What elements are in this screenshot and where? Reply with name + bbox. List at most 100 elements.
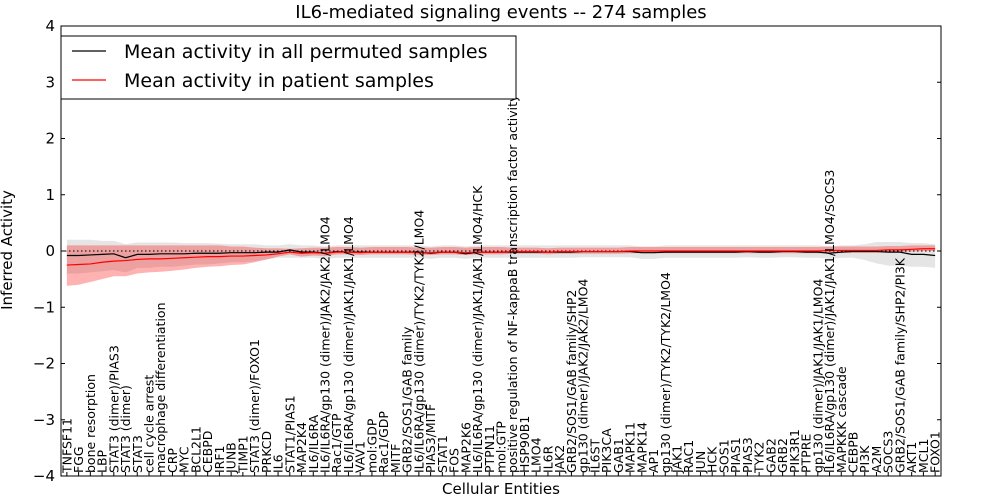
x-tick-label: MCL1	[916, 439, 931, 473]
x-tick-label: GRB2	[775, 438, 790, 473]
y-tick-label: 3	[45, 73, 55, 91]
y-tick-label: −4	[33, 467, 55, 485]
x-tick-label: IL6ST	[587, 438, 602, 473]
x-tick-label: MAP2K4	[294, 422, 309, 473]
x-tick-label: Rac1/GTP	[329, 413, 344, 473]
x-tick-label: IL6/IL6RA/gp130 (dimer)/TYK2/TYK2/LMO4	[411, 210, 426, 473]
x-tick-label: FOS	[447, 448, 462, 473]
x-tick-label: MYC	[177, 446, 192, 473]
band-patient	[66, 245, 936, 286]
x-tick-label: STAT3 (dimer)	[118, 385, 133, 473]
x-tick-label: HSP90B1	[517, 416, 532, 473]
x-tick-label: CRP	[165, 448, 180, 473]
legend: Mean activity in all permuted samples Me…	[60, 35, 517, 100]
x-tick-label: RAC1	[681, 440, 696, 473]
y-tick-label: −2	[33, 355, 55, 373]
x-tick-label: PIAS3	[740, 437, 755, 473]
x-tick-label: MAPK14	[634, 422, 649, 473]
x-tick-label: gp130 (dimer)/TYK2/TYK2/LMO4	[658, 272, 673, 473]
x-tick-label: JAK1	[670, 445, 685, 474]
x-tick-label: PTPRE	[799, 434, 814, 473]
x-tick-label: PIK3CA	[599, 428, 614, 473]
x-tick-label: PIAS3/MITF	[423, 404, 438, 473]
x-tick-label: STAT3 (dimer)/FOXO1	[247, 339, 262, 473]
x-tick-label: LMO4	[529, 437, 544, 473]
x-tick-label: IRF1	[212, 445, 227, 473]
y-tick-label: −3	[33, 411, 55, 429]
y-tick-label: 0	[45, 242, 55, 260]
plot-frame	[60, 25, 942, 477]
x-tick-label: IL6/IL6RA/gp130 (dimer)/JAK1/JAK1/LMO4	[341, 216, 356, 473]
x-tick-label: IL6R	[540, 445, 555, 473]
legend-box	[60, 35, 517, 100]
x-tick-label: TYK2	[752, 442, 767, 474]
x-tick-label: IL6/IL6RA/gp130 (dimer)/JAK1/JAK1/LMO4/S…	[822, 170, 837, 473]
legend-label-patient: Mean activity in patient samples	[124, 70, 434, 92]
x-tick-label: IL6/IL6RA/gp130 (dimer)/JAK2/JAK2/LMO4	[318, 216, 333, 473]
x-tick-label: GAB2	[763, 438, 778, 473]
y-axis-label: Inferred Activity	[0, 190, 16, 310]
y-tick-label: 4	[45, 17, 55, 35]
x-tick-label: MAP2K6	[458, 422, 473, 473]
x-tick-label: STAT1	[435, 435, 450, 473]
y-axis: −4 −3 −2 −1 0 1 2 3 4	[33, 17, 941, 485]
x-tick-label: IL6	[271, 454, 286, 473]
legend-label-permuted: Mean activity in all permuted samples	[124, 41, 487, 63]
x-tick-label: GRB2/SOS1/GAB family	[400, 326, 415, 473]
x-tick-label: STAT1/PIAS1	[282, 395, 297, 473]
chart-title: IL6-mediated signaling events -- 274 sam…	[295, 2, 706, 23]
x-tick-label: PRKCD	[259, 431, 274, 473]
series-lines	[61, 248, 941, 266]
x-tick-label: GRB2/SOS1/GAB family/SHP2/PI3K	[892, 257, 907, 473]
y-tick-label: 1	[45, 186, 55, 204]
x-tick-label: bone resorption	[83, 374, 98, 473]
series-line-patient	[66, 248, 936, 266]
x-tick-label: GRB2/SOS1/GAB family/SHP2	[564, 290, 579, 473]
x-tick-label: CEBPD	[200, 431, 215, 473]
x-tick-label: LBP	[95, 449, 110, 473]
y-tick-label: 2	[45, 130, 55, 148]
x-tick-label: macrophage differentiation	[153, 302, 168, 473]
x-tick-label: gp130 (dimer)/JAK2/JAK2/LMO4	[576, 279, 591, 473]
x-axis-label: Cellular Entities	[442, 480, 560, 498]
x-tick-label: STAT3 (dimer)/PIAS3	[106, 345, 121, 473]
x-tick-label: A2M	[869, 446, 884, 473]
x-tick-label: JUNB	[224, 442, 239, 474]
x-tick-label: HCK	[705, 446, 720, 473]
x-tick-label: PI3K	[857, 445, 872, 473]
x-tick-label: Rac1/GDP	[376, 411, 391, 473]
x-tick-label: positive regulation of NF-kappaB transcr…	[505, 94, 520, 473]
x-tick-label: CEBPB	[846, 432, 861, 473]
x-tick-label: JUN	[693, 451, 708, 474]
x-tick-label: mol:GDP	[364, 418, 379, 473]
x-tick-label: PIAS1	[728, 437, 743, 473]
x-tick-label: JAK2	[552, 445, 567, 474]
x-tick-label: IL6/IL6RA/gp130 (dimer)/JAK1/JAK1/LMO4/H…	[470, 185, 485, 473]
x-tick-label: MAPK11	[623, 422, 638, 473]
x-tick-label: SOS1	[716, 439, 731, 473]
x-tick-label: FOXO1	[928, 431, 943, 473]
x-tick-label: TNFSF11	[59, 418, 74, 474]
x-tick-label: gp130 (dimer)/JAK1/JAK1/LMO4	[810, 279, 825, 473]
x-tick-label: MAPKKK cascade	[834, 366, 849, 473]
x-tick-label: IL6/IL6RA	[306, 414, 321, 473]
x-tick-label: mol:GTP	[494, 421, 509, 473]
band-permuted	[66, 239, 936, 274]
x-tick-label: PIK3R1	[787, 429, 802, 473]
x-tick-label: GAB1	[611, 438, 626, 473]
x-tick-label: VAV1	[353, 441, 368, 473]
x-tick-label: STAT3	[130, 435, 145, 473]
x-tick-label: AKT1	[904, 442, 919, 473]
x-tick-label: SOCS3	[881, 431, 896, 473]
x-tick-label: TIMP1	[235, 435, 250, 474]
x-tick-label: FGG	[71, 446, 86, 473]
x-tick-label: PTPN11	[482, 425, 497, 473]
x-tick-label: cell cycle arrest	[142, 375, 157, 473]
confidence-bands	[66, 239, 936, 286]
x-tick-label: MITF	[388, 444, 403, 473]
x-tick-label: AP1	[646, 449, 661, 473]
x-tick-label: BCL2L1	[188, 426, 203, 473]
y-tick-label: −1	[33, 298, 55, 316]
